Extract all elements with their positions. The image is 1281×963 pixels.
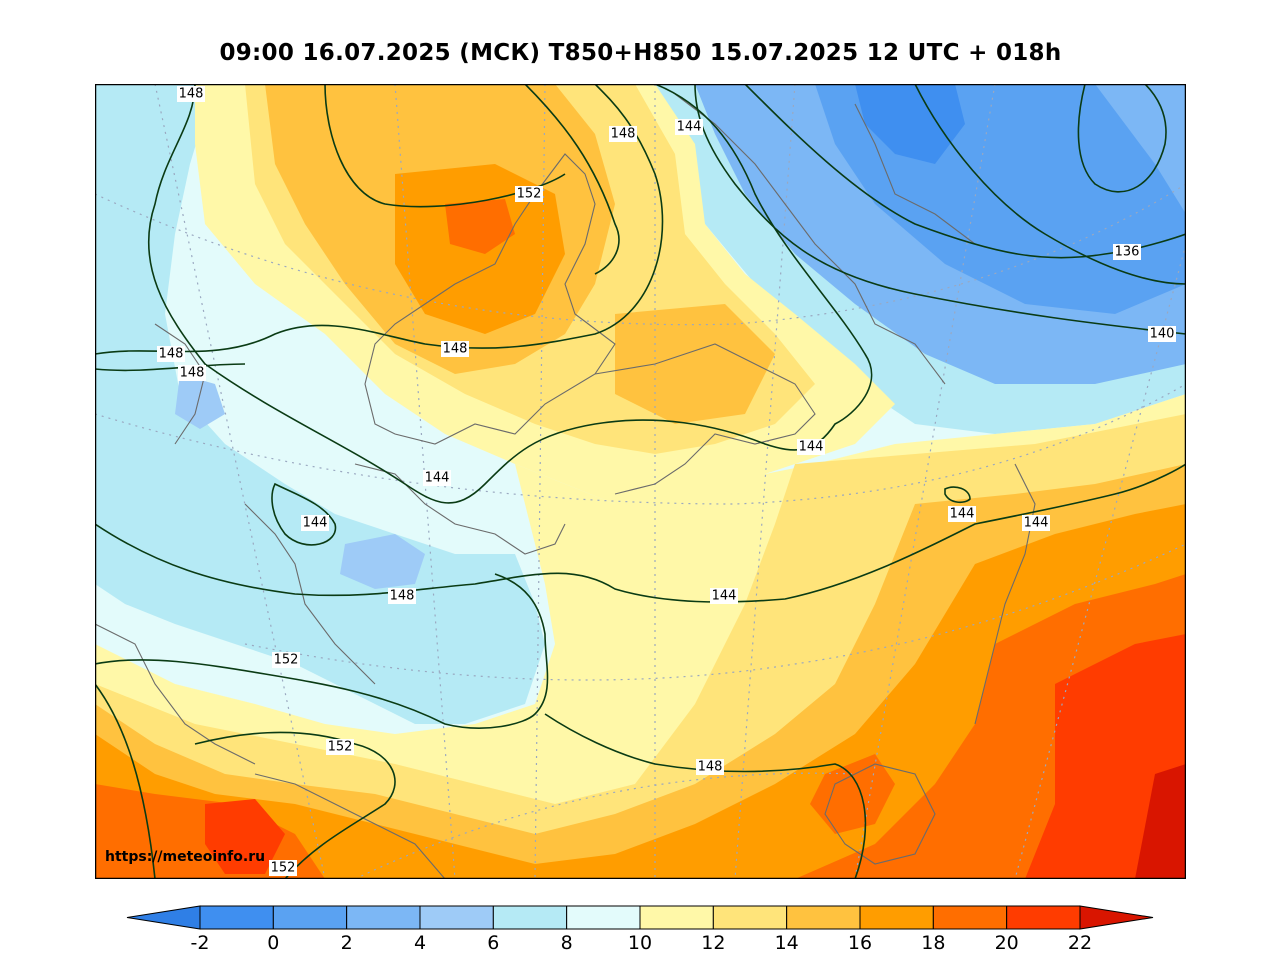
- colorbar: -2 0 2 4 6 8 10 12 14 16 18 20 22: [126, 905, 1154, 954]
- contour-label: 140: [1150, 327, 1175, 342]
- colorbar-swatch: [786, 905, 861, 930]
- colorbar-swatch: [346, 905, 421, 930]
- contour-label: 148: [159, 347, 184, 362]
- colorbar-tick-label: 14: [775, 932, 799, 954]
- contour-label: 148: [180, 366, 205, 381]
- contour-label: 148: [390, 589, 415, 604]
- contour-label: 152: [274, 653, 299, 668]
- contour-lines: [95, 84, 1186, 879]
- colorbar-swatch: [492, 905, 568, 930]
- field-16-18-south: [95, 504, 1186, 879]
- coastlines: [95, 93, 1036, 879]
- colorbar-extend-max: [1079, 905, 1154, 930]
- colorbar-swatch: [566, 905, 641, 930]
- field-20-22-sw: [205, 799, 285, 874]
- map-frame: [95, 84, 1186, 879]
- field-18-20-north: [445, 199, 515, 254]
- contour-label: 144: [677, 120, 702, 135]
- field-0-2: [855, 84, 965, 164]
- colorbar-tick-label: -2: [191, 932, 210, 954]
- colorbar-swatch: [199, 905, 274, 930]
- contour-label: 152: [271, 861, 296, 876]
- contour-label: 144: [950, 507, 975, 522]
- graticule: [95, 84, 1186, 879]
- colorbar-tick-label: 6: [487, 932, 499, 954]
- contour-label: 144: [712, 589, 737, 604]
- colorbar-swatch: [712, 905, 788, 930]
- colorbar-tick-label: 20: [995, 932, 1019, 954]
- colorbar-swatches: [126, 905, 1154, 930]
- field-22-plus: [1135, 764, 1186, 879]
- contour-label: 148: [179, 87, 204, 102]
- temperature-map: 148 148 144 152 136 140 148 148 148 144 …: [95, 84, 1186, 879]
- colorbar-tick-label: 0: [267, 932, 279, 954]
- field-4-6-a: [340, 534, 425, 589]
- contour-label: 152: [328, 740, 353, 755]
- contour-label: 144: [1024, 516, 1049, 531]
- colorbar-extend-min: [126, 905, 201, 930]
- colorbar-swatch: [932, 905, 1008, 930]
- field-6-8-west: [95, 84, 545, 724]
- colorbar-tick-label: 2: [341, 932, 353, 954]
- colorbar-tick-label: 18: [921, 932, 945, 954]
- watermark: https://meteoinfo.ru: [105, 849, 265, 865]
- contour-label: 144: [425, 471, 450, 486]
- field-4-6-b: [175, 374, 225, 429]
- colorbar-ticks: -2 0 2 4 6 8 10 12 14 16 18 20 22: [191, 932, 1093, 954]
- colorbar-tick-label: 22: [1068, 932, 1092, 954]
- contour-label: 148: [443, 342, 468, 357]
- colorbar-swatch: [419, 905, 494, 930]
- contour-label: 148: [611, 127, 636, 142]
- colorbar-tick-label: 4: [414, 932, 426, 954]
- colorbar-tick-label: 8: [561, 932, 573, 954]
- contour-label: 144: [303, 516, 328, 531]
- colorbar-tick-label: 16: [848, 932, 872, 954]
- colorbar-tick-label: 12: [701, 932, 725, 954]
- contour-label: 136: [1115, 245, 1140, 260]
- colorbar-swatch: [639, 905, 714, 930]
- contour-label-group: 148 148 144 152 136 140 148 148 148 144 …: [157, 86, 1176, 876]
- colorbar-tick-label: 10: [628, 932, 652, 954]
- field-20-22-se: [1025, 634, 1186, 879]
- contour-label: 152: [517, 187, 542, 202]
- colorbar-swatch: [859, 905, 934, 930]
- contour-label: 144: [799, 440, 824, 455]
- colorbar-swatch: [272, 905, 348, 930]
- map-title: 09:00 16.07.2025 (МСК) T850+H850 15.07.2…: [219, 40, 1062, 66]
- contour-label: 148: [698, 760, 723, 775]
- colorbar-swatch: [1006, 905, 1081, 930]
